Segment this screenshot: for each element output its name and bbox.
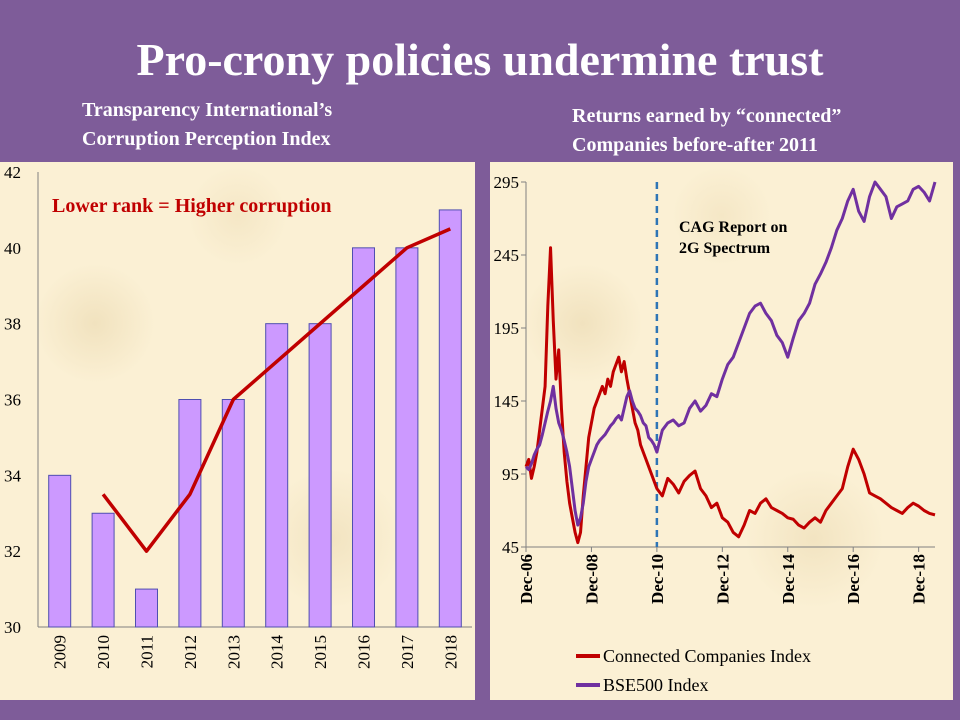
y-tick-label: 195 xyxy=(494,319,520,338)
slide-title: Pro-crony policies undermine trust xyxy=(136,34,824,85)
bar xyxy=(91,512,115,628)
bar xyxy=(352,247,375,628)
trend-line xyxy=(101,227,452,553)
x-tick-label: Dec-14 xyxy=(779,554,798,605)
y-tick-label: 32 xyxy=(4,542,21,561)
x-tick-label: Dec-16 xyxy=(844,554,863,604)
left-subtitle-line-1: Transparency International’s xyxy=(82,99,333,121)
bar xyxy=(395,247,419,628)
x-tick-label: Dec-12 xyxy=(713,554,732,604)
y-tick-label: 42 xyxy=(4,163,21,182)
cag-annotation-line-1: CAG Report on xyxy=(679,219,788,236)
x-tick-label: 2013 xyxy=(224,635,243,669)
y-tick-label: 45 xyxy=(502,538,519,557)
right-chart-subtitle: Returns earned by “connected” Companies … xyxy=(572,102,841,160)
cpi-bar-chart: 30 32 34 36 38 40 42 2009 2010 2011 2012 2013 2014 20… xyxy=(4,163,472,670)
y-tick-label: 95 xyxy=(502,465,519,484)
bar xyxy=(265,323,289,628)
y-tick-label: 295 xyxy=(494,173,520,192)
bar xyxy=(135,588,158,628)
x-tick-label: 2011 xyxy=(138,635,157,668)
bar xyxy=(308,323,332,628)
bse500-line xyxy=(524,180,937,527)
returns-line-chart: 45 95 145 195 245 295 Dec-06 Dec-08 Dec-10 Dec-12… xyxy=(494,173,937,695)
x-tick-label: 2012 xyxy=(181,635,200,669)
bar xyxy=(221,399,245,628)
x-tick-label: 2009 xyxy=(51,635,70,669)
cag-annotation-line-2: 2G Spectrum xyxy=(679,240,771,257)
y-tick-label: 38 xyxy=(4,315,21,334)
x-tick-label: Dec-10 xyxy=(648,554,667,604)
connected-companies-line xyxy=(524,246,936,545)
y-tick-label: 34 xyxy=(4,466,22,485)
x-tick-label: Dec-06 xyxy=(517,554,536,604)
y-tick-label: 36 xyxy=(4,391,21,410)
y-tick-label: 145 xyxy=(494,392,520,411)
cpi-chart-panel: 30 32 34 36 38 40 42 2009 2010 2011 2012 2013 2014 20… xyxy=(0,162,475,700)
x-tick-label: 2016 xyxy=(355,635,374,669)
right-subtitle-line-1: Returns earned by “connected” xyxy=(572,105,842,127)
left-chart-subtitle: Transparency International’s Corruption … xyxy=(82,96,332,154)
bar xyxy=(48,474,72,628)
legend-label: Connected Companies Index xyxy=(603,646,811,666)
x-tick-label: 2010 xyxy=(94,635,113,669)
x-tick-label: 2014 xyxy=(268,635,287,670)
right-subtitle-line-2: Companies before-after 2011 xyxy=(572,134,818,156)
returns-chart-panel: 45 95 145 195 245 295 Dec-06 Dec-08 Dec-10 Dec-12… xyxy=(490,162,953,700)
chart-annotation: Lower rank = Higher corruption xyxy=(52,195,332,217)
left-subtitle-line-2: Corruption Perception Index xyxy=(82,128,331,150)
y-tick-label: 30 xyxy=(4,618,21,637)
cag-annotation: CAG Report on 2G Spectrum xyxy=(679,219,788,257)
bar xyxy=(438,209,462,628)
legend-label: BSE500 Index xyxy=(603,675,709,695)
x-tick-label: 2017 xyxy=(398,635,417,670)
y-tick-label: 40 xyxy=(4,239,21,258)
bar xyxy=(178,399,202,628)
x-tick-label: 2018 xyxy=(441,635,460,669)
x-tick-label: Dec-18 xyxy=(910,554,929,604)
x-tick-label: 2015 xyxy=(311,635,330,669)
y-tick-label: 245 xyxy=(494,246,520,265)
x-tick-label: Dec-08 xyxy=(582,554,601,604)
